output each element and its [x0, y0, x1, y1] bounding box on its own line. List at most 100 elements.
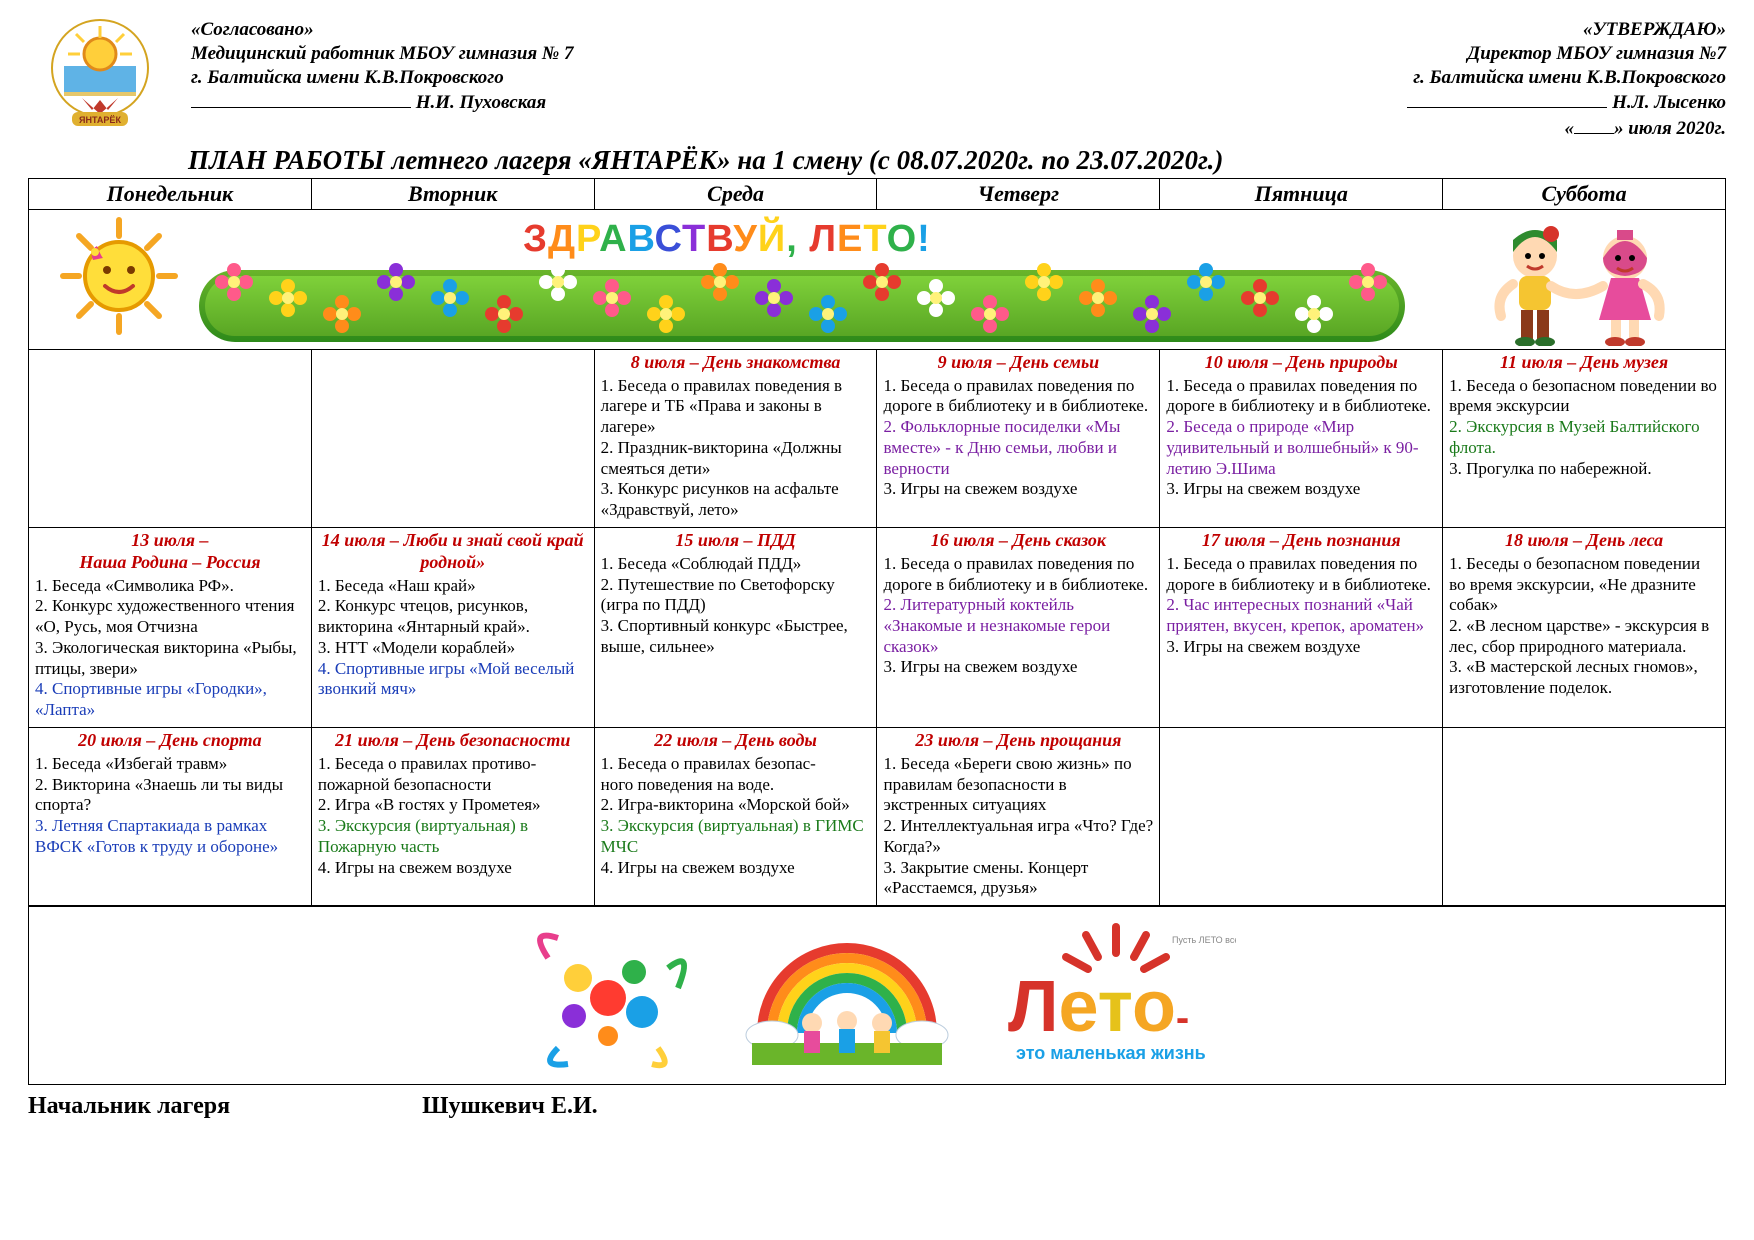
- plan-cell: 20 июля – День спорта1. Беседа «Избегай …: [29, 727, 312, 905]
- flower-icon: [268, 278, 308, 318]
- cell-body: 1. Беседа о правилах поведения по дороге…: [1166, 554, 1436, 658]
- cell-title: 14 июля – Люби и знай свой край родной»: [318, 530, 588, 574]
- svg-text:Лето-: Лето-: [1008, 967, 1189, 1047]
- plan-cell: 14 июля – Люби и знай свой край родной»1…: [311, 527, 594, 727]
- flower-icon: [646, 294, 686, 334]
- flower-icon: [484, 294, 524, 334]
- plan-cell: 10 июля – День природы1. Беседа о правил…: [1160, 349, 1443, 527]
- approval-left-signer: Н.И. Пуховская: [191, 89, 950, 115]
- header: ЯНТАРЁК «Согласовано» Медицинский работн…: [28, 18, 1726, 141]
- banner-headline: ЗДРАВСТВУЙ, ЛЕТО!: [29, 218, 1425, 261]
- plan-cell: 9 июля – День семьи1. Беседа о правилах …: [877, 349, 1160, 527]
- decor-row: Лето- это маленькая жизнь Пусть ЛЕТО все…: [29, 906, 1726, 1084]
- approval-right-l2: Директор МБОУ гимназия №7: [968, 42, 1727, 66]
- cell-body: 1. Беседа о безопасном поведении во врем…: [1449, 376, 1719, 480]
- plan-cell: [29, 349, 312, 527]
- svg-text:ЯНТАРЁК: ЯНТАРЁК: [79, 115, 121, 125]
- flower-icon: [808, 294, 848, 334]
- flower-icon: [1132, 294, 1172, 334]
- approval-right-l1: «УТВЕРЖДАЮ»: [968, 18, 1727, 42]
- table-row: 20 июля – День спорта1. Беседа «Избегай …: [29, 727, 1726, 905]
- flower-icon: [1024, 262, 1064, 302]
- plan-cell: 11 июля – День музея1. Беседа о безопасн…: [1443, 349, 1726, 527]
- plan-cell: [1160, 727, 1443, 905]
- flower-icon: [754, 278, 794, 318]
- cell-body: 1. Беседа о правилах поведения по дороге…: [1166, 376, 1436, 500]
- plan-cell: [1443, 727, 1726, 905]
- table-row: 13 июля –Наша Родина – Россия1. Беседа «…: [29, 527, 1726, 727]
- flower-icon: [1186, 262, 1226, 302]
- plan-cell: 22 июля – День воды1. Беседа о правилах …: [594, 727, 877, 905]
- flower-icon: [322, 294, 362, 334]
- day-header-row: Понедельник Вторник Среда Четверг Пятниц…: [29, 178, 1726, 209]
- day-header: Среда: [594, 178, 877, 209]
- paint-splash-icon: [518, 913, 698, 1078]
- cell-body: 1. Беседа «Символика РФ».2. Конкурс худо…: [35, 576, 305, 721]
- plan-cell: 8 июля – День знакомства1. Беседа о прав…: [594, 349, 877, 527]
- flower-icon: [1240, 278, 1280, 318]
- cell-title: 9 июля – День семьи: [883, 352, 1153, 374]
- flower-icon: [430, 278, 470, 318]
- day-header: Понедельник: [29, 178, 312, 209]
- approval-left-l2: Медицинский работник МБОУ гимназия № 7: [191, 42, 950, 66]
- cell-title: 15 июля – ПДД: [601, 530, 871, 552]
- banner-row: ЗДРАВСТВУЙ, ЛЕТО!: [29, 209, 1726, 349]
- plan-table: Понедельник Вторник Среда Четверг Пятниц…: [28, 178, 1726, 906]
- cell-title: 21 июля – День безопасности: [318, 730, 588, 752]
- leto-sub: это маленькая жизнь: [1016, 1043, 1206, 1063]
- cell-body: 1. Беседа о правилах поведения по дороге…: [883, 376, 1153, 500]
- approval-right-signer: Н.Л. Лысенко: [968, 89, 1727, 115]
- decor-table: Лето- это маленькая жизнь Пусть ЛЕТО все…: [28, 906, 1726, 1085]
- plan-cell: 15 июля – ПДД1. Беседа «Соблюдай ПДД»2. …: [594, 527, 877, 727]
- table-row: 8 июля – День знакомства 1. Беседа о прав…: [29, 349, 1726, 527]
- footer: Начальник лагеря Шушкевич Е.И.: [28, 1093, 1726, 1120]
- plan-cell: 13 июля –Наша Родина – Россия1. Беседа «…: [29, 527, 312, 727]
- kids-icon: [1465, 216, 1695, 346]
- flower-icon: [214, 262, 254, 302]
- day-header: Пятница: [1160, 178, 1443, 209]
- day-header: Вторник: [311, 178, 594, 209]
- cell-body: 1. Беседа о правилах безопас-ного поведе…: [601, 754, 871, 878]
- approval-left-block: «Согласовано» Медицинский работник МБОУ …: [191, 18, 950, 115]
- flower-icon: [700, 262, 740, 302]
- cell-body: 1. Беседа о правилах противо-пожарной бе…: [318, 754, 588, 878]
- approval-left-l3: г. Балтийска имени К.В.Покровского: [191, 66, 950, 90]
- flower-icon: [970, 294, 1010, 334]
- cell-title: 17 июля – День познания: [1166, 530, 1436, 552]
- flower-icon: [1348, 262, 1388, 302]
- cell-body: 1. Беседа «Наш край»2. Конкурс чтецов, р…: [318, 576, 588, 700]
- rainbow-kids-icon: [742, 913, 952, 1078]
- flower-icon: [862, 262, 902, 302]
- svg-text:Пусть ЛЕТО всех одарит добрым: Пусть ЛЕТО всех одарит добрым светом!: [1172, 935, 1236, 945]
- approval-right-l3: г. Балтийска имени К.В.Покровского: [968, 66, 1727, 90]
- cell-body: 1. Беседа «Береги свою жизнь» по правила…: [883, 754, 1153, 899]
- plan-cell: 18 июля – День леса1. Беседы о безопасно…: [1443, 527, 1726, 727]
- approval-right-date: «» июля 2020г.: [968, 115, 1727, 141]
- cell-title: 16 июля – День сказок: [883, 530, 1153, 552]
- flower-icon: [538, 262, 578, 302]
- cell-body: 1. Беседа о правилах поведения по дороге…: [883, 554, 1153, 678]
- footer-name: Шушкевич Е.И.: [422, 1093, 598, 1119]
- plan-cell: 16 июля – День сказок1. Беседа о правила…: [877, 527, 1160, 727]
- cell-title: 22 июля – День воды: [601, 730, 871, 752]
- flower-icon: [916, 278, 956, 318]
- cell-title: 20 июля – День спорта: [35, 730, 305, 752]
- day-header: Четверг: [877, 178, 1160, 209]
- plan-cell: 23 июля – День прощания1. Беседа «Береги…: [877, 727, 1160, 905]
- cell-title: 8 июля – День знакомства: [601, 352, 871, 374]
- plan-title: ПЛАН РАБОТЫ летнего лагеря «ЯНТАРЁК» на …: [188, 145, 1726, 176]
- cell-title: 23 июля – День прощания: [883, 730, 1153, 752]
- plan-cell: [311, 349, 594, 527]
- cell-title: 13 июля –Наша Родина – Россия: [35, 530, 305, 574]
- footer-role: Начальник лагеря: [28, 1093, 230, 1119]
- flower-icon: [1294, 294, 1334, 334]
- flower-icon: [592, 278, 632, 318]
- plan-cell: 21 июля – День безопасности1. Беседа о п…: [311, 727, 594, 905]
- cell-title: 10 июля – День природы: [1166, 352, 1436, 374]
- leto-logo-icon: Лето- это маленькая жизнь Пусть ЛЕТО все…: [996, 913, 1236, 1078]
- cell-body: 1. Беседа «Соблюдай ПДД»2. Путешествие п…: [601, 554, 871, 658]
- approval-right-block: «УТВЕРЖДАЮ» Директор МБОУ гимназия №7 г.…: [968, 18, 1727, 141]
- approval-left-l1: «Согласовано»: [191, 18, 950, 42]
- flower-icon: [376, 262, 416, 302]
- cell-title: 11 июля – День музея: [1449, 352, 1719, 374]
